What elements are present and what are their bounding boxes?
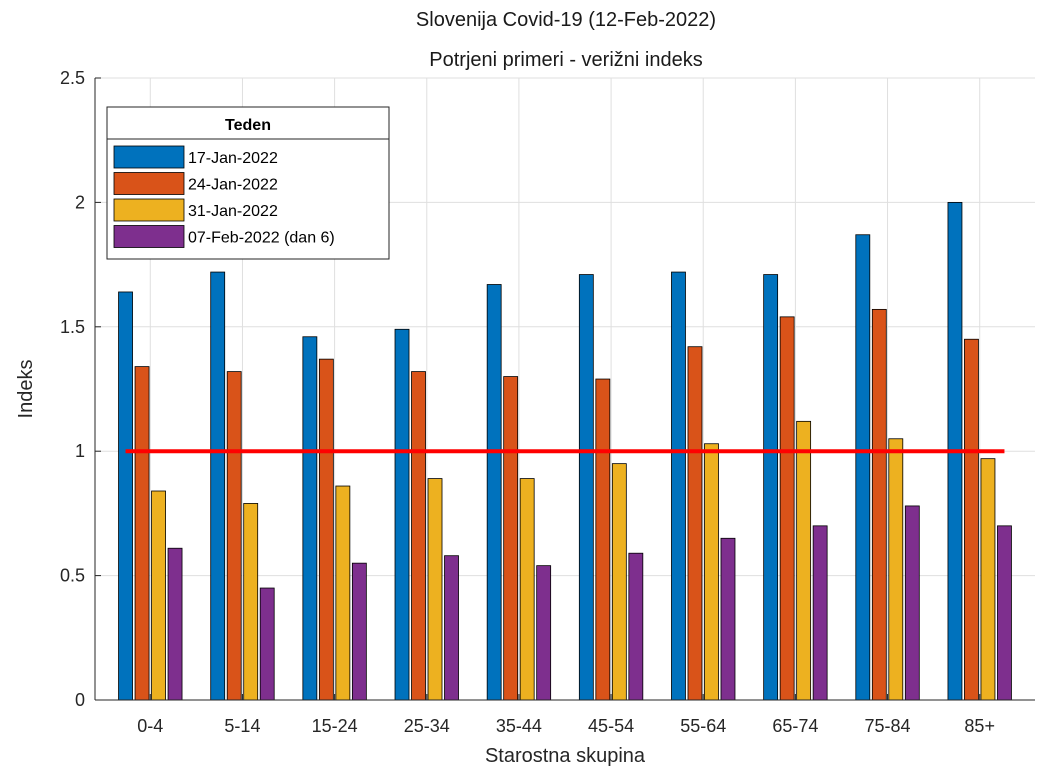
bar bbox=[628, 552, 644, 701]
bar bbox=[595, 378, 611, 701]
x-tick-label: 85+ bbox=[964, 716, 995, 736]
bar bbox=[243, 503, 259, 701]
bar bbox=[687, 346, 703, 701]
bar bbox=[118, 291, 133, 701]
x-tick-label: 0-4 bbox=[137, 716, 163, 736]
x-tick-label: 15-24 bbox=[312, 716, 358, 736]
bar bbox=[855, 234, 871, 701]
x-tick-label: 75-84 bbox=[865, 716, 911, 736]
bar bbox=[519, 478, 535, 701]
x-tick-label: 55-64 bbox=[680, 716, 726, 736]
bar bbox=[611, 463, 627, 701]
bar bbox=[763, 274, 779, 701]
bar bbox=[503, 376, 519, 701]
bar bbox=[888, 438, 904, 701]
y-tick-label: 1 bbox=[75, 441, 85, 461]
x-tick-label: 35-44 bbox=[496, 716, 542, 736]
bar bbox=[210, 271, 226, 701]
bar bbox=[812, 525, 828, 701]
bar bbox=[536, 565, 552, 701]
bar bbox=[720, 537, 736, 701]
x-tick-label: 65-74 bbox=[772, 716, 818, 736]
bar bbox=[134, 366, 150, 701]
chart-subtitle: Potrjeni primeri - verižni indeks bbox=[429, 49, 702, 71]
bar bbox=[964, 338, 979, 701]
legend-label: 31-Jan-2022 bbox=[188, 203, 278, 220]
bar bbox=[318, 358, 334, 701]
legend-label: 24-Jan-2022 bbox=[188, 177, 278, 194]
y-tick-label: 0.5 bbox=[60, 566, 85, 586]
y-tick-label: 2.5 bbox=[60, 68, 85, 88]
bar bbox=[351, 562, 367, 701]
bar bbox=[427, 478, 443, 701]
y-tick-label: 2 bbox=[75, 192, 85, 212]
bar bbox=[302, 336, 318, 701]
legend: Teden 17-Jan-2022 24-Jan-2022 31-Jan-2022 0… bbox=[106, 106, 390, 260]
legend-label: 17-Jan-2022 bbox=[188, 150, 278, 167]
x-tick-label: 25-34 bbox=[404, 716, 450, 736]
bar bbox=[226, 371, 242, 701]
bar bbox=[904, 505, 920, 701]
legend-swatch bbox=[113, 198, 185, 222]
bar bbox=[578, 274, 594, 701]
chart-title: Slovenija Covid-19 (12-Feb-2022) bbox=[416, 9, 716, 31]
bar bbox=[980, 458, 996, 701]
bar bbox=[796, 420, 812, 701]
bar bbox=[151, 490, 166, 701]
bar bbox=[779, 316, 795, 701]
legend-items: 17-Jan-2022 24-Jan-2022 31-Jan-2022 07-Feb-… bbox=[113, 145, 335, 248]
legend-title: Teden bbox=[225, 117, 271, 134]
x-tick-labels: 0-4 5-14 15-24 25-34 35-44 45-54 55-64 65-74 75-… bbox=[137, 716, 995, 736]
bar bbox=[259, 587, 275, 701]
axes bbox=[94, 77, 1035, 701]
legend-swatch bbox=[113, 225, 185, 248]
bar bbox=[704, 443, 719, 701]
x-tick-label: 5-14 bbox=[224, 716, 260, 736]
bar bbox=[486, 284, 502, 701]
bar bbox=[335, 485, 351, 701]
bar bbox=[394, 328, 410, 701]
legend-swatch bbox=[113, 172, 185, 195]
y-tick-labels: 0 0.5 1 1.5 2 2.5 bbox=[60, 68, 85, 710]
bar bbox=[444, 555, 459, 701]
bar bbox=[411, 371, 426, 701]
legend-label: 07-Feb-2022 (dan 6) bbox=[188, 230, 335, 247]
bar bbox=[671, 271, 686, 701]
bar bbox=[997, 525, 1012, 701]
x-tick-label: 45-54 bbox=[588, 716, 634, 736]
y-tick-label: 1.5 bbox=[60, 317, 85, 337]
y-axis-label: Indeks bbox=[15, 360, 37, 419]
legend-swatch bbox=[113, 145, 185, 169]
bar bbox=[167, 547, 183, 701]
x-axis-label: Starostna skupina bbox=[485, 745, 646, 767]
bar bbox=[871, 308, 887, 701]
y-tick-label: 0 bbox=[75, 690, 85, 710]
